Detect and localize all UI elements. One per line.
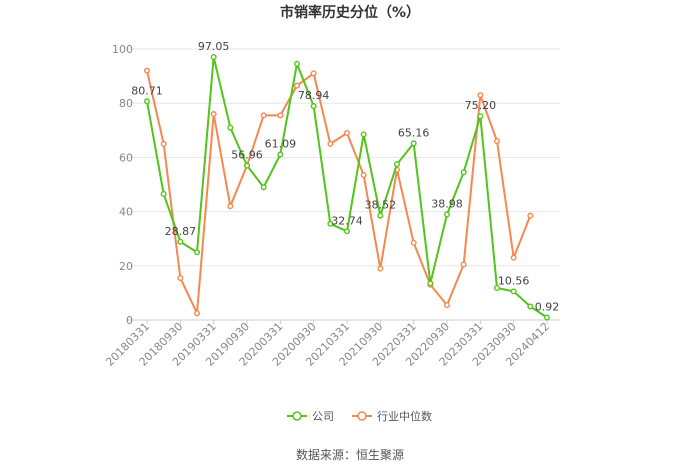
- legend: 公司 行业中位数: [287, 409, 432, 423]
- data-point[interactable]: [477, 113, 484, 120]
- y-tick-label: 80: [119, 97, 133, 110]
- data-point[interactable]: [193, 310, 200, 317]
- y-tick-label: 60: [119, 151, 133, 164]
- data-point[interactable]: [510, 254, 517, 261]
- data-point[interactable]: [327, 220, 334, 227]
- data-label: 97.05: [198, 40, 230, 53]
- data-point[interactable]: [193, 249, 200, 256]
- series-line-行业中位数: [146, 70, 532, 318]
- data-point[interactable]: [527, 303, 534, 310]
- data-point[interactable]: [444, 302, 451, 309]
- data-point[interactable]: [510, 288, 517, 295]
- data-point[interactable]: [177, 274, 184, 281]
- source-note: 数据来源：恒生聚源: [295, 448, 404, 462]
- data-label: 28.87: [165, 225, 197, 238]
- data-point[interactable]: [294, 82, 301, 89]
- data-point[interactable]: [210, 111, 217, 118]
- data-point[interactable]: [410, 140, 417, 147]
- y-tick-label: 100: [112, 43, 133, 56]
- data-point[interactable]: [260, 112, 267, 119]
- data-point[interactable]: [427, 280, 434, 287]
- data-point[interactable]: [460, 169, 467, 176]
- data-point[interactable]: [377, 265, 384, 272]
- legend-item-label[interactable]: 公司: [312, 410, 334, 423]
- data-point[interactable]: [344, 130, 351, 137]
- data-point[interactable]: [410, 239, 417, 246]
- chart-title: 市销率历史分位（%）: [280, 4, 420, 21]
- data-point[interactable]: [494, 138, 501, 145]
- data-point[interactable]: [477, 92, 484, 99]
- data-point[interactable]: [143, 67, 150, 74]
- data-label: 75.20: [465, 99, 497, 112]
- data-point[interactable]: [527, 212, 534, 219]
- data-label: 32.74: [331, 214, 363, 227]
- data-label: 80.71: [131, 84, 163, 97]
- y-tick-label: 40: [119, 206, 133, 219]
- data-point[interactable]: [444, 211, 451, 218]
- data-label: 38.52: [365, 199, 397, 212]
- data-label: 61.09: [265, 137, 297, 150]
- data-point[interactable]: [294, 60, 301, 67]
- data-point[interactable]: [344, 228, 351, 235]
- data-point[interactable]: [327, 140, 334, 147]
- legend-swatch-marker: [357, 411, 367, 421]
- data-point[interactable]: [143, 98, 150, 105]
- data-label: 0.92: [535, 301, 560, 314]
- data-point[interactable]: [160, 140, 167, 147]
- data-label: 38.98: [431, 197, 463, 210]
- data-point[interactable]: [460, 261, 467, 268]
- data-label: 56.96: [231, 149, 263, 162]
- data-point[interactable]: [277, 151, 284, 158]
- data-point[interactable]: [227, 124, 234, 131]
- data-point[interactable]: [260, 184, 267, 191]
- data-point[interactable]: [394, 161, 401, 168]
- data-point[interactable]: [277, 112, 284, 119]
- data-point[interactable]: [210, 53, 217, 60]
- data-label: 78.94: [298, 89, 330, 102]
- data-point[interactable]: [227, 203, 234, 210]
- data-point[interactable]: [310, 70, 317, 77]
- data-point[interactable]: [494, 285, 501, 292]
- data-label: 65.16: [398, 126, 430, 139]
- data-point[interactable]: [243, 162, 250, 169]
- data-point[interactable]: [310, 103, 317, 110]
- data-point[interactable]: [544, 314, 551, 321]
- y-tick-label: 20: [119, 260, 133, 273]
- data-label: 10.56: [498, 274, 530, 287]
- data-point[interactable]: [360, 131, 367, 138]
- data-point[interactable]: [177, 238, 184, 245]
- y-tick-label: 0: [126, 314, 133, 327]
- legend-item-label[interactable]: 行业中位数: [377, 409, 432, 423]
- data-point[interactable]: [360, 172, 367, 179]
- legend-swatch-marker: [292, 411, 302, 421]
- data-point[interactable]: [160, 190, 167, 197]
- data-point[interactable]: [377, 212, 384, 219]
